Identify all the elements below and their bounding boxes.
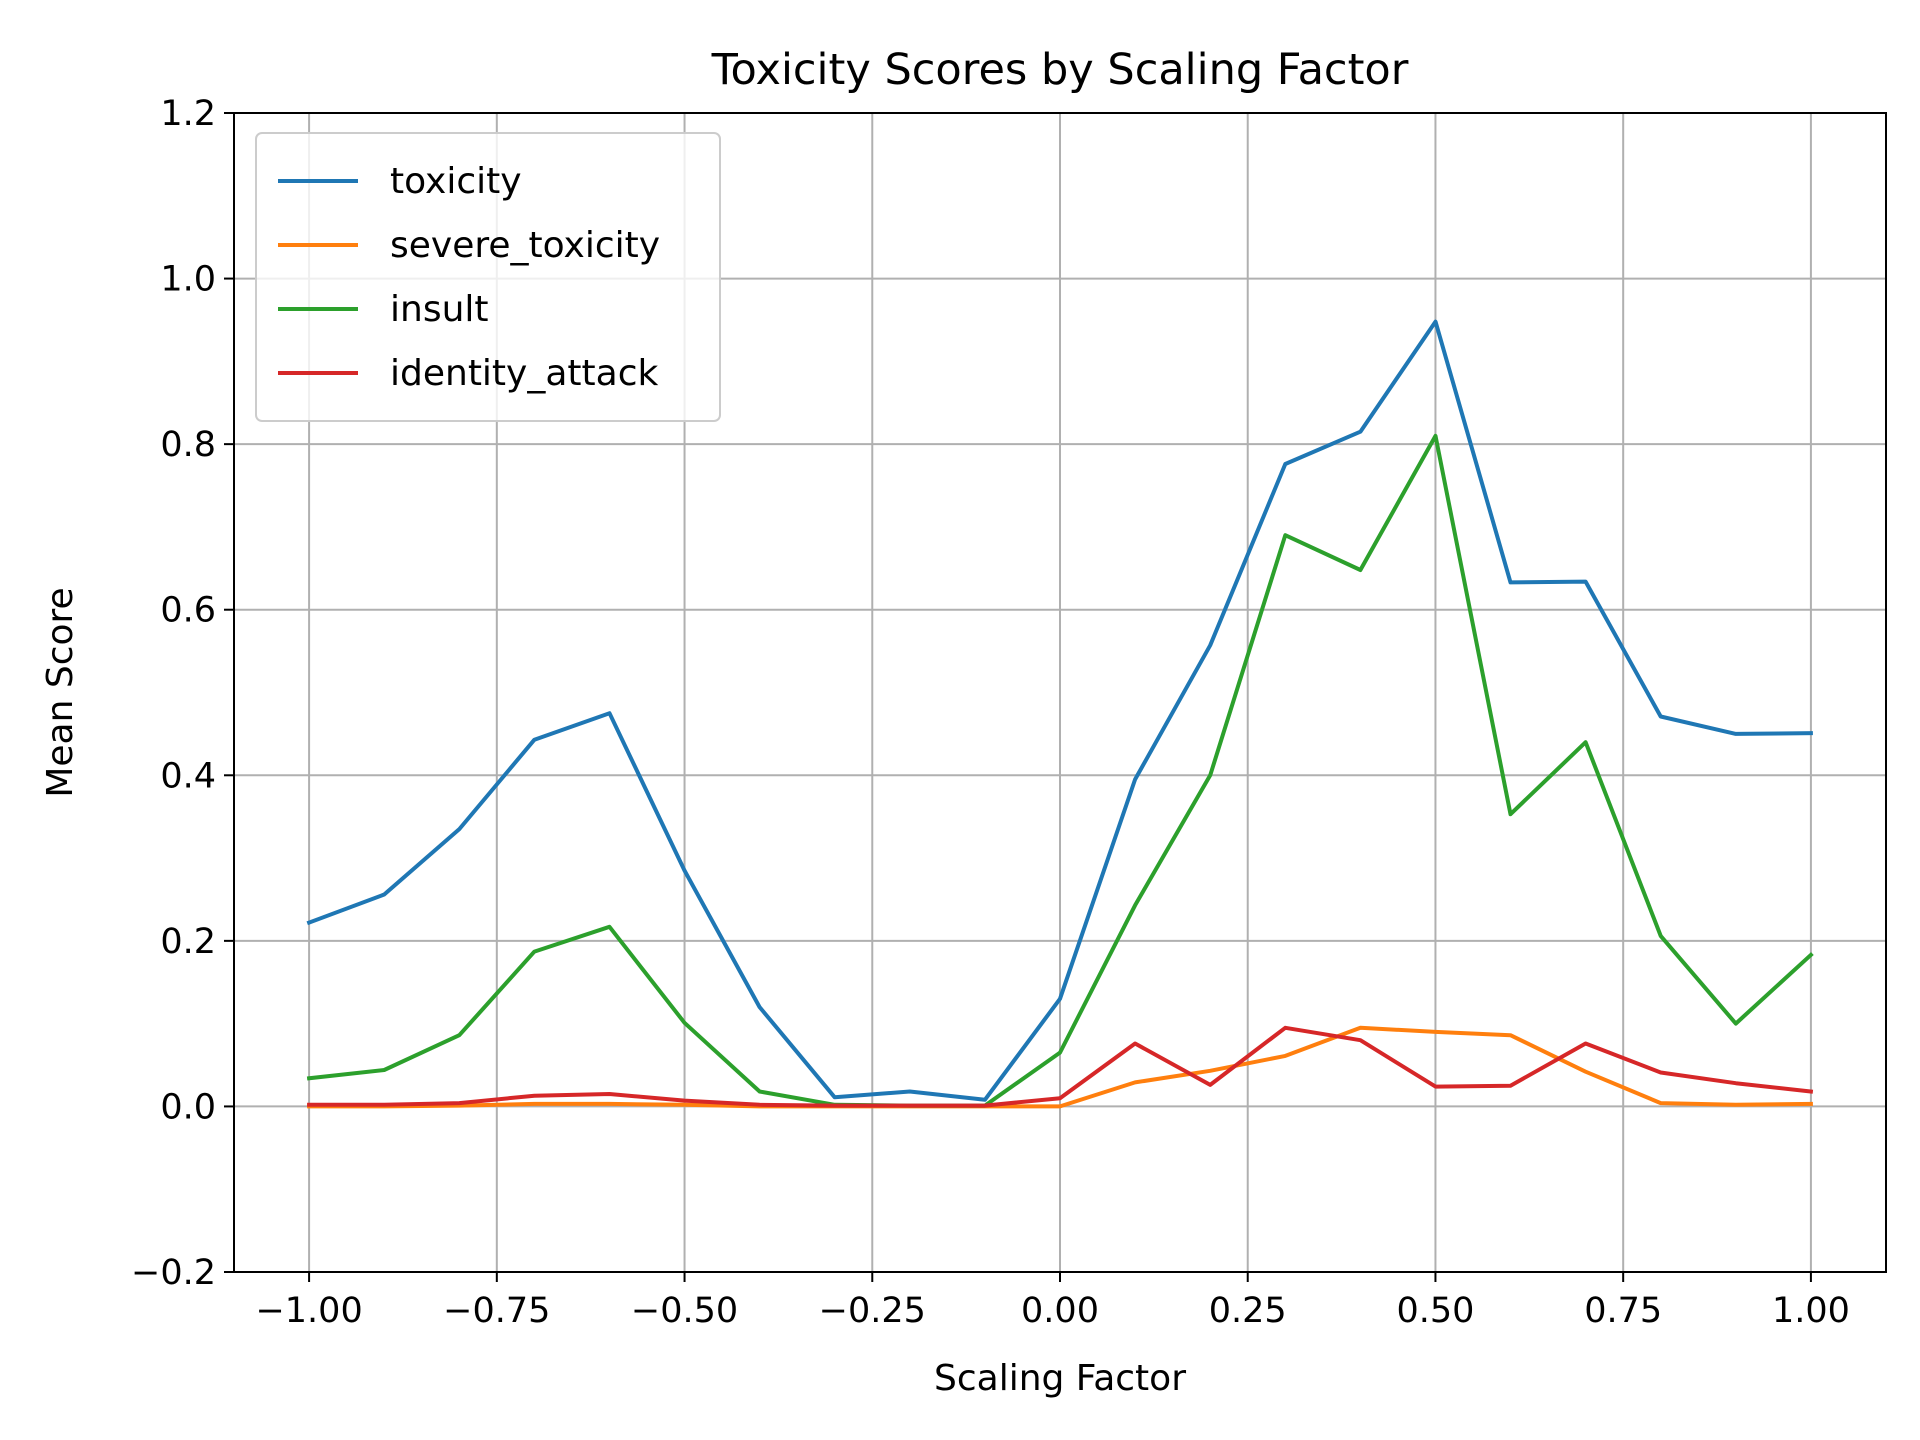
legend-label: severe_toxicity <box>390 225 660 266</box>
chart-title: Toxicity Scores by Scaling Factor <box>711 45 1409 95</box>
y-tick-label: 0.6 <box>160 591 216 631</box>
legend-item: toxicity <box>278 161 522 202</box>
legend-item: insult <box>278 289 489 330</box>
x-tick-label: 0.50 <box>1396 1291 1474 1331</box>
series-line-insult <box>306 433 1814 1108</box>
legend-box <box>255 132 721 422</box>
y-tick-label: 1.0 <box>160 260 216 300</box>
y-axis-title: Mean Score <box>40 587 81 797</box>
x-tick-label: −0.50 <box>631 1291 738 1331</box>
series-line-identity-attack <box>307 1025 1814 1108</box>
x-tick-label: −0.75 <box>443 1291 550 1331</box>
legend-item: severe_toxicity <box>278 225 660 266</box>
tick-layer: −1.00 −0.75 −0.50 −0.25 0.00 0.25 0.50 0.75 1.00… <box>131 94 1850 1331</box>
y-tick-label: 0.4 <box>160 756 216 796</box>
x-tick-label: 0.75 <box>1584 1291 1662 1331</box>
x-tick-label: −1.00 <box>255 1291 362 1331</box>
x-tick-label: 0.25 <box>1209 1291 1287 1331</box>
x-tick-label: 1.00 <box>1772 1291 1850 1331</box>
x-tick-label: −0.25 <box>819 1291 926 1331</box>
y-tick-label: 0.8 <box>160 425 216 465</box>
legend-label: identity_attack <box>390 353 659 394</box>
series-layer <box>306 319 1814 1109</box>
series-line-toxicity <box>306 319 1813 1102</box>
y-tick-label: 0.0 <box>160 1087 216 1127</box>
x-axis-title: Scaling Factor <box>934 1358 1186 1399</box>
y-tick-label: 0.2 <box>160 922 216 962</box>
y-tick-label: 1.2 <box>160 94 216 134</box>
y-tick-label: −0.2 <box>131 1253 216 1293</box>
x-tick-label: 0.00 <box>1021 1291 1099 1331</box>
legend-label: toxicity <box>390 161 522 202</box>
legend-item: identity_attack <box>278 353 659 394</box>
legend-label: insult <box>390 289 489 330</box>
